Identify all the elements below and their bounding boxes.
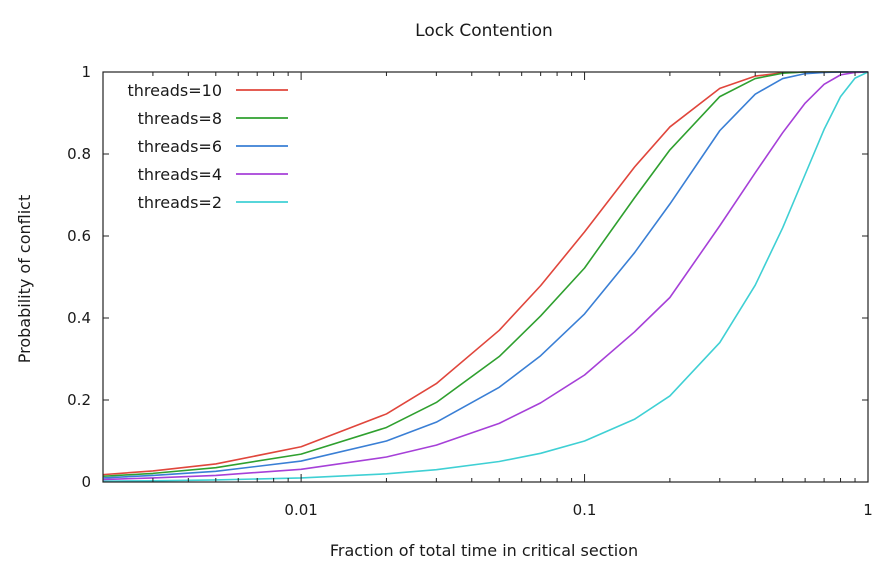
- y-tick-label: 0.8: [67, 145, 91, 163]
- legend-label: threads=10: [127, 81, 222, 100]
- y-tick-label: 0: [81, 473, 91, 491]
- y-tick-label: 0.6: [67, 227, 91, 245]
- legend: threads=10 threads=8 threads=6 threads=4 thr…: [127, 81, 288, 212]
- ticks-layer: 0 0.2 0.4 0.6 0.8 1 0.01 0.1 1: [67, 63, 873, 519]
- y-tick-label: 1: [81, 63, 91, 81]
- series-line-1: [102, 71, 868, 478]
- x-axis-label: Fraction of total time in critical secti…: [330, 541, 638, 560]
- y-tick-label: 0.2: [67, 391, 91, 409]
- series-line-3: [102, 71, 869, 481]
- legend-label: threads=4: [138, 165, 222, 184]
- plot-frame: [102, 71, 869, 483]
- series-line-2: [102, 71, 868, 479]
- chart-title: Lock Contention: [415, 21, 553, 41]
- x-tick-label: 1: [863, 501, 873, 519]
- legend-label: threads=6: [138, 137, 222, 156]
- legend-label: threads=2: [138, 193, 222, 212]
- series-line-0: [102, 71, 868, 476]
- legend-label: threads=8: [138, 109, 222, 128]
- series-line-4: [102, 71, 869, 482]
- x-tick-label: 0.1: [573, 501, 597, 519]
- series-layer: [102, 71, 869, 482]
- x-tick-label: 0.01: [284, 501, 317, 519]
- y-tick-label: 0.4: [67, 309, 91, 327]
- y-axis-label: Probability of conflict: [15, 195, 34, 364]
